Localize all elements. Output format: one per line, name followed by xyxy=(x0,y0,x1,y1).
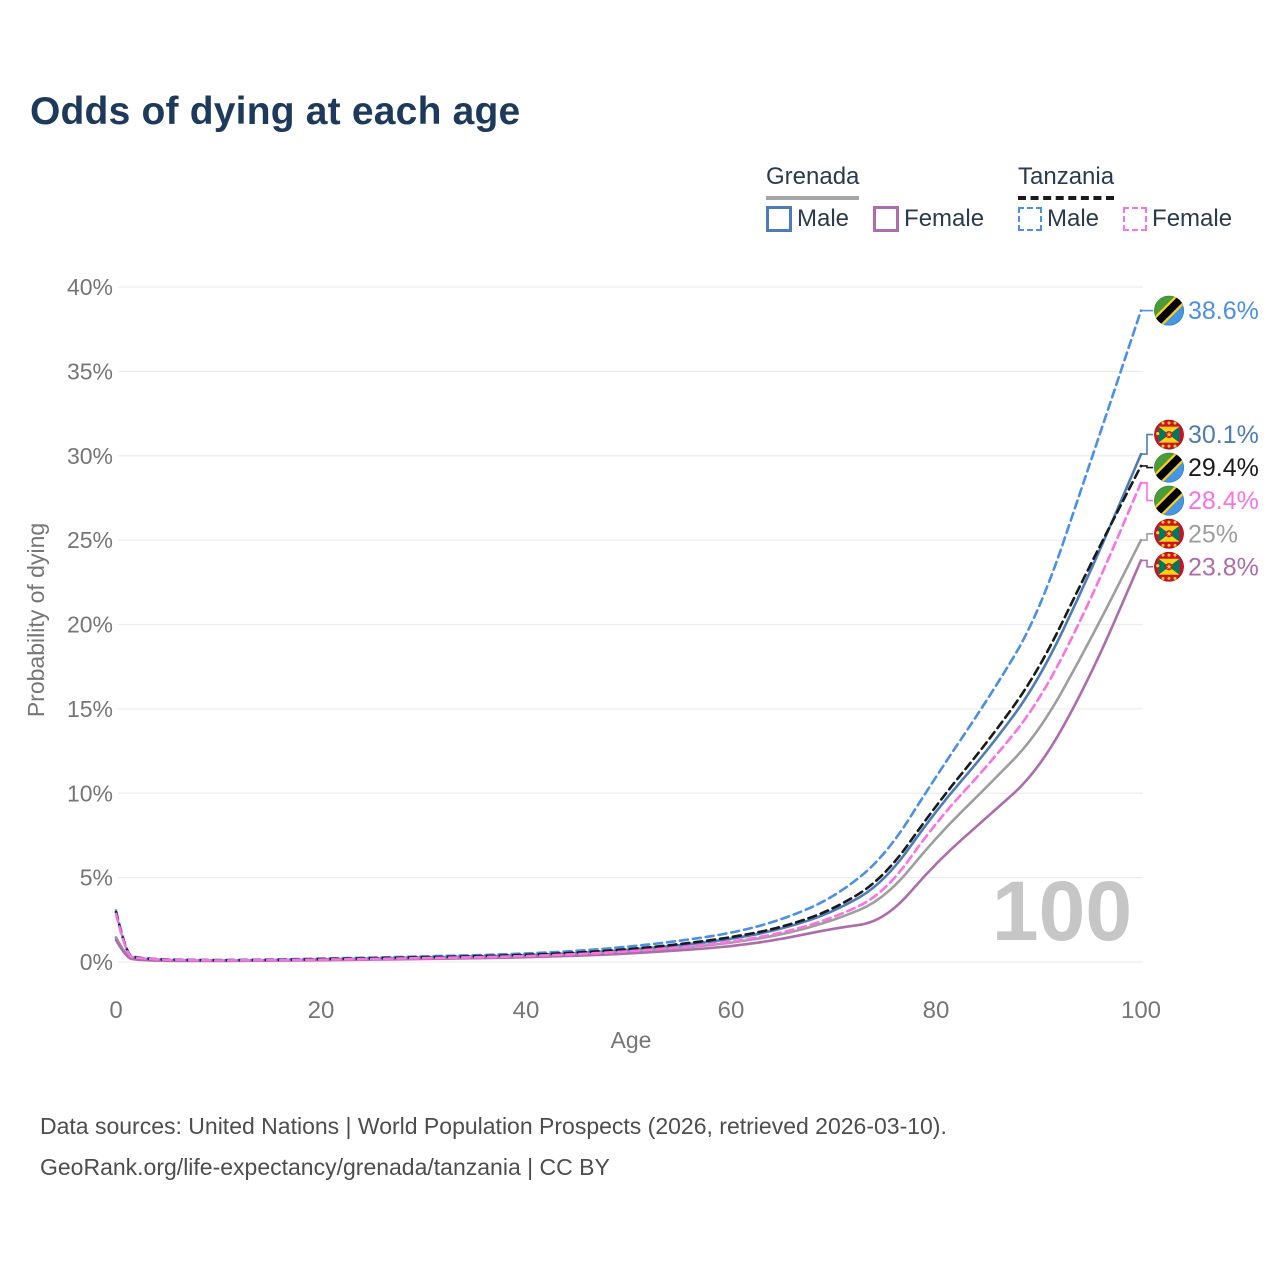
data-source-footer: Data sources: United Nations | World Pop… xyxy=(40,1106,947,1188)
footer-line-2: GeoRank.org/life-expectancy/grenada/tanz… xyxy=(40,1154,610,1180)
end-label-leader xyxy=(1141,433,1153,455)
y-axis-title: Probability of dying xyxy=(23,523,49,717)
x-tick-label: 20 xyxy=(308,997,335,1024)
end-label-leader xyxy=(1141,465,1153,469)
end-label-leader xyxy=(1141,533,1153,541)
end-value-label-tanzania-total: 29.4% xyxy=(1188,454,1259,482)
series-line-grenada-male[interactable] xyxy=(114,452,1143,962)
tanzania-flag-icon xyxy=(1154,485,1184,516)
grenada-flag-icon xyxy=(1154,551,1184,582)
legend-label: Female xyxy=(1152,205,1233,232)
x-tick-label: 40 xyxy=(513,997,540,1024)
legend-group-grenada: Grenada Male Female xyxy=(766,163,1002,233)
grenada-flag-icon xyxy=(1154,518,1184,549)
y-tick-label: 10% xyxy=(67,780,113,806)
end-value-label-tanzania-female: 28.4% xyxy=(1188,487,1259,515)
tanzania-flag-icon xyxy=(1154,295,1184,326)
grenada-flag-icon xyxy=(1154,419,1184,450)
y-tick-label: 35% xyxy=(67,358,113,384)
end-label-leader xyxy=(1141,559,1153,568)
tanzania-flag-icon xyxy=(1154,452,1184,483)
legend-item-grenada-female[interactable]: Female xyxy=(873,205,984,233)
grenada-female-swatch-icon xyxy=(873,206,900,232)
legend-header-grenada[interactable]: Grenada xyxy=(766,163,860,200)
legend-header-tanzania[interactable]: Tanzania xyxy=(1018,163,1115,200)
y-tick-label: 20% xyxy=(67,612,113,638)
y-tick-label: 15% xyxy=(67,696,113,722)
legend-group-tanzania: Tanzania Male Female xyxy=(1018,163,1250,233)
tanzania-female-swatch-icon xyxy=(1123,207,1148,231)
y-tick-label: 5% xyxy=(80,865,113,891)
x-tick-label: 0 xyxy=(109,997,122,1024)
series-line-tanzania-female[interactable] xyxy=(114,481,1143,962)
legend-item-tanzania-female[interactable]: Female xyxy=(1123,205,1232,233)
legend-label: Male xyxy=(1047,205,1100,232)
y-tick-label: 25% xyxy=(67,527,113,553)
end-value-label-tanzania-male: 38.6% xyxy=(1188,297,1259,325)
x-tick-label: 100 xyxy=(1121,997,1161,1024)
end-value-label-grenada-total: 25% xyxy=(1188,520,1238,548)
grenada-male-swatch-icon xyxy=(766,206,792,232)
end-value-label-grenada-male: 30.1% xyxy=(1188,421,1259,449)
x-axis-title: Age xyxy=(611,1027,652,1053)
legend-item-grenada-male[interactable]: Male xyxy=(766,205,849,233)
end-label-leader xyxy=(1141,482,1153,502)
footer-line-1: Data sources: United Nations | World Pop… xyxy=(40,1113,947,1139)
legend-item-tanzania-male[interactable]: Male xyxy=(1018,205,1099,233)
legend-label: Female xyxy=(904,205,985,232)
legend-label: Male xyxy=(797,205,850,232)
page-title: Odds of dying at each age xyxy=(30,90,521,133)
series-line-tanzania-male[interactable] xyxy=(114,309,1143,962)
tanzania-male-swatch-icon xyxy=(1018,207,1042,231)
end-value-label-grenada-female: 23.8% xyxy=(1188,553,1259,581)
y-tick-label: 40% xyxy=(67,274,113,300)
age-watermark: 100 xyxy=(992,864,1132,958)
y-tick-label: 30% xyxy=(67,443,113,469)
x-tick-label: 80 xyxy=(923,997,950,1024)
y-tick-label: 0% xyxy=(80,949,113,975)
series-line-grenada-female[interactable] xyxy=(114,559,1143,963)
x-tick-label: 60 xyxy=(718,997,745,1024)
